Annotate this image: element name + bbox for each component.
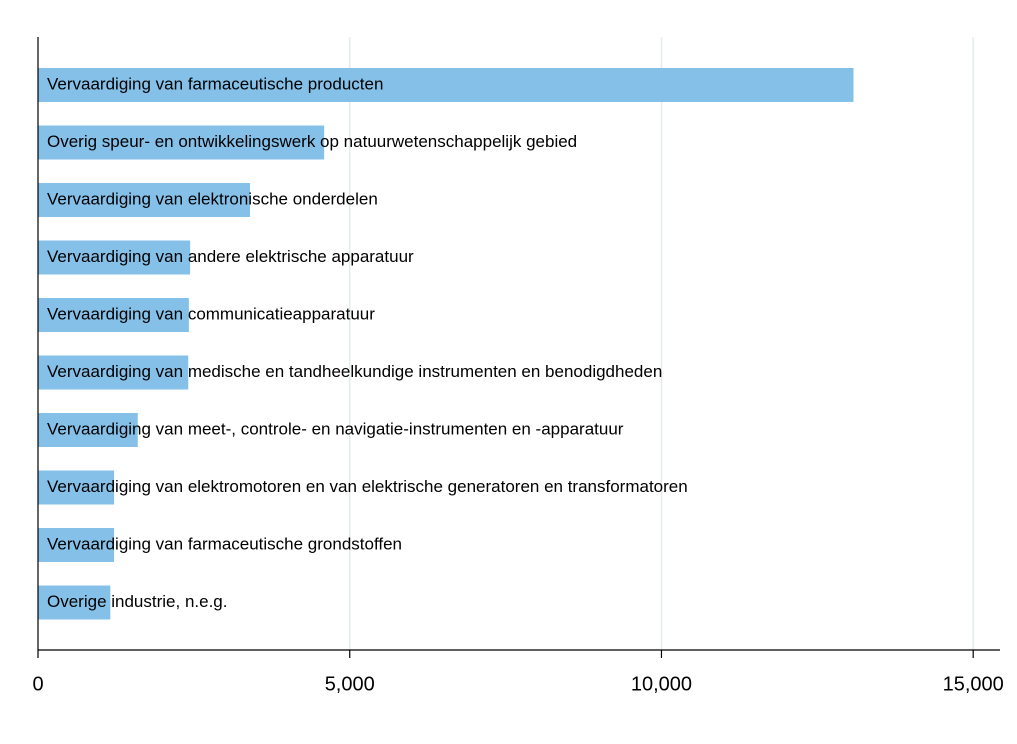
x-tick-label: 5,000: [325, 673, 375, 695]
bar: [38, 183, 250, 217]
bar: [38, 470, 115, 505]
bar: [38, 298, 189, 332]
category-label: Vervaardiging van andere elektrische app…: [47, 247, 414, 266]
category-label: Vervaardiging van elektromotoren en van …: [47, 477, 688, 496]
bar: [38, 355, 189, 390]
x-tick-label: 0: [32, 673, 43, 695]
category-label: Vervaardiging van farmaceutische product…: [47, 74, 383, 93]
bar: [38, 413, 138, 447]
bar: [38, 68, 854, 102]
x-tick-label: 15,000: [943, 673, 1004, 695]
category-label: Vervaardiging van meet-, controle- en na…: [47, 419, 624, 438]
category-label: Vervaardiging van farmaceutische grondst…: [47, 534, 402, 553]
bar: [38, 585, 111, 620]
category-label: Vervaardiging van elektronische onderdel…: [47, 189, 378, 208]
category-label: Overig speur- en ontwikkelingswerk op na…: [47, 132, 577, 151]
x-tick-label: 10,000: [631, 673, 692, 695]
category-label: Overige industrie, n.e.g.: [47, 592, 227, 611]
category-label: Vervaardiging van communicatieapparatuur: [47, 304, 375, 323]
bar: [38, 125, 325, 160]
bar: [38, 240, 191, 275]
bar: [38, 528, 115, 562]
category-label: Vervaardiging van medische en tandheelku…: [47, 362, 662, 381]
